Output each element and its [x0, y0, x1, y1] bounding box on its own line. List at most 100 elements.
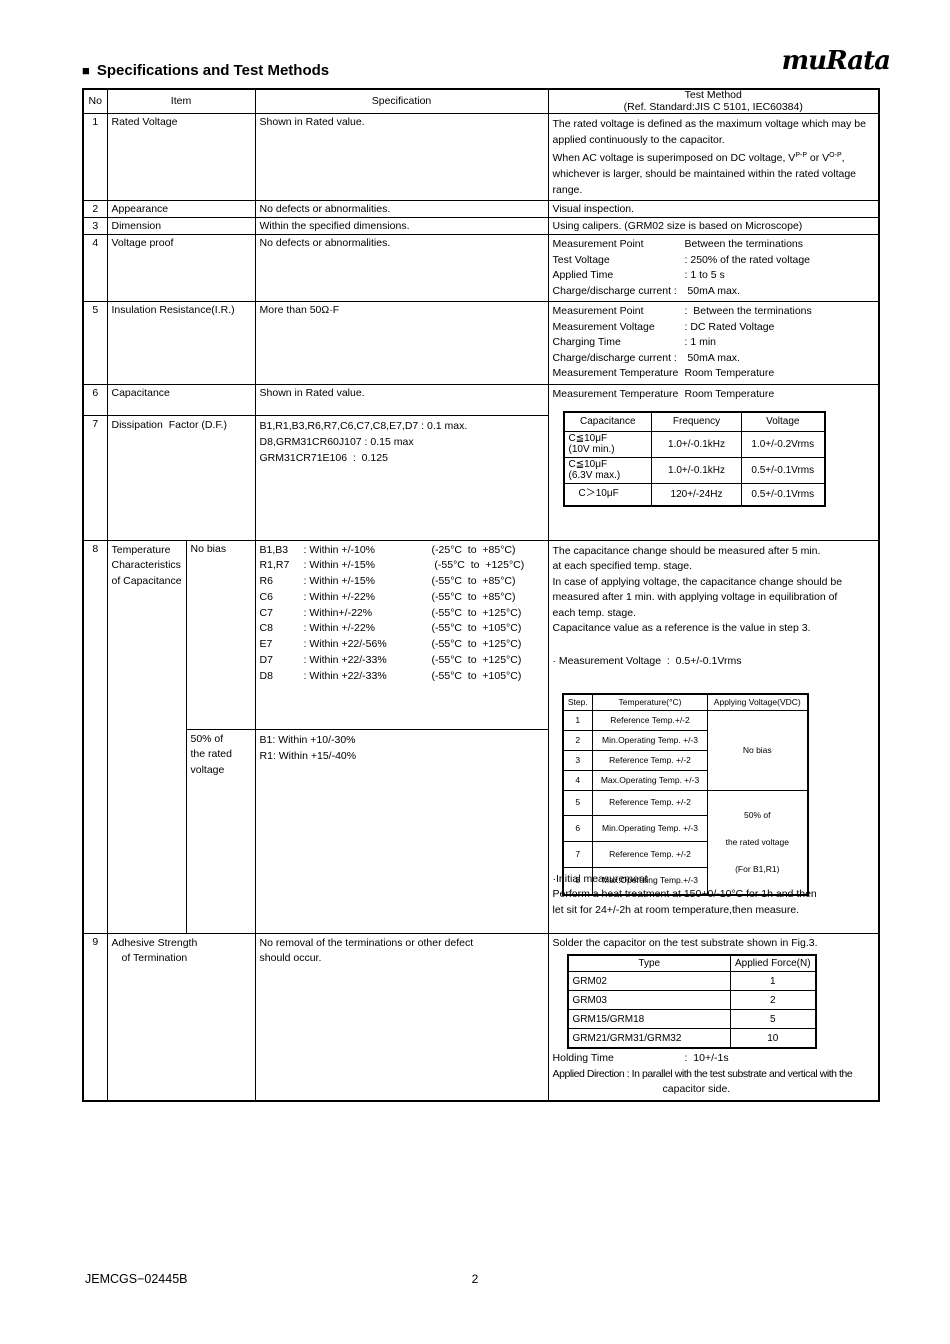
text-line: D8,GRM31CR60J107 : 0.15 max: [259, 435, 414, 448]
table-row: 5 Insulation Resistance(I.R.) More than …: [82, 301, 880, 385]
row9-no: 9: [82, 932, 108, 1101]
text-line: Temperature: [111, 543, 171, 556]
force-row: GRM21/GRM31/GRM32 10: [567, 1028, 817, 1049]
text-line: at each specified temp. stage.: [552, 560, 693, 572]
row5-test: Measurement Point: Between the terminati…: [547, 301, 880, 385]
df-col-voltage: Voltage: [741, 411, 826, 432]
document-code: JEMCGS−02445B: [85, 1272, 188, 1286]
df-cap-cell: C≦10μF (6.3V max.): [563, 457, 653, 484]
step-row: 1 Reference Temp.+/-2 No bias: [562, 709, 809, 791]
table-row: 9 Adhesive Strength of Termination No re…: [82, 932, 880, 1101]
text-line: ·Initial measurement: [552, 872, 648, 885]
step-row: 5 Reference Temp. +/-2 50% of the rated …: [562, 789, 809, 895]
test-condition-line: Measurement Temperature Room Temperature: [552, 367, 775, 379]
test-condition-line: Measurement Voltage: DC Rated Voltage: [552, 320, 775, 333]
force-table-header-row: Type Applied Force(N): [567, 954, 817, 972]
df-cap-cell: C＞10μF: [563, 483, 653, 506]
col-header-test: Test Method (Ref. Standard:JIS C 5101, I…: [547, 88, 880, 114]
section-bullet-icon: ■: [82, 63, 90, 78]
text-line: measured after 1 min. with applying volt…: [552, 591, 838, 603]
text-line: of Termination: [121, 952, 188, 964]
temp-spec-line: C7: Within+/-22% (-55°C to +125°C): [259, 606, 522, 619]
page-number: 2: [471, 1272, 479, 1286]
voltage-group-no-bias: No bias: [707, 709, 809, 791]
table-row: 2 Appearance No defects or abnormalities…: [82, 200, 880, 218]
applied-force-table: Type Applied Force(N) GRM02 1 GRM03 2 GRM1…: [566, 954, 817, 1049]
row8-test-paragraph: The capacitance change should be measure…: [553, 544, 843, 637]
step-col-step: Step.: [562, 693, 594, 711]
step-row: 8 Max.Operating Temp.+/-3: [562, 867, 808, 895]
df-freq-cell: 1.0+/-0.1kHz: [651, 457, 743, 484]
df-volt-cell: 0.5+/-0.1Vrms: [741, 457, 826, 484]
test-condition-line: Applied Time: 1 to 5 s: [552, 269, 725, 281]
row8-subitem-50pct: 50% of the rated voltage: [185, 728, 256, 934]
text-line: of Capacitance: [111, 574, 182, 587]
step-col-temperature: Temperature(°C): [592, 693, 709, 711]
text-line: The capacitance change should be measure…: [552, 544, 821, 557]
test-condition-line: Holding Time: 10+/-1s: [552, 1052, 729, 1064]
test-condition-line: Charging Time: 1 min: [552, 336, 717, 348]
force-row: GRM03 2: [567, 990, 817, 1010]
df-table-header-row: Capacitance Frequency Voltage: [563, 411, 826, 432]
table-row: 7 Dissipation Factor (D.F.) B1,R1,B3,R6,…: [82, 414, 879, 541]
row8-subitem-no-bias: No bias: [185, 539, 256, 730]
table-row: 6 Capacitance Shown in Rated value. Meas…: [82, 383, 880, 541]
row9-item: Adhesive Strength of Termination: [106, 932, 256, 1101]
table-row: 8 Temperature Characteristics of Capacit…: [82, 539, 880, 934]
df-volt-cell: 0.5+/-0.1Vrms: [741, 483, 826, 506]
murata-logo: muRata: [781, 46, 891, 76]
text-line: In case of applying voltage, the capacit…: [552, 575, 843, 588]
row6-item: Capacitance: [106, 383, 256, 416]
test-condition-line: Charge/discharge current : 50mA max.: [552, 351, 740, 364]
superscript: P-P: [795, 152, 807, 159]
test-condition-line: Charge/discharge current : 50mA max.: [552, 284, 740, 297]
row4-spec: No defects or abnormalities.: [254, 234, 549, 302]
df-table-row: C≦10μF (6.3V max.) 1.0+/-0.1kHz 0.5+/-0.1…: [563, 457, 826, 484]
row2-spec: No defects or abnormalities.: [254, 200, 549, 218]
row7-spec: B1,R1,B3,R6,R7,C6,C7,C8,E7,D7 : 0.1 max.…: [254, 414, 549, 541]
test-condition-line: Measurement Temperature Room Temperature: [552, 387, 775, 400]
row7-item: Dissipation Factor (D.F.): [106, 414, 256, 541]
test-method-header-line1: Test Method: [684, 89, 742, 101]
test-condition-line: Measurement Point Between the termination…: [552, 238, 803, 250]
force-col-force: Applied Force(N): [730, 954, 817, 972]
text-line: GRM31CR71E106 : 0.125: [259, 451, 388, 464]
row5-item: Insulation Resistance(I.R.): [106, 301, 256, 385]
step-table-header-row: Step. Temperature(°C) Applying Voltage(V…: [562, 693, 809, 711]
temp-spec-line: E7: Within +22/-56% (-55°C to +125°C): [259, 638, 522, 651]
text-line: Adhesive Strength: [111, 936, 198, 949]
row9-test: Solder the capacitor on the test substra…: [547, 932, 880, 1101]
temp-spec-line: C6: Within +/-22% (-55°C to +85°C): [259, 590, 516, 603]
test-method-header-line2: (Ref. Standard:JIS C 5101, IEC60384): [623, 100, 803, 113]
row8-spec-50pct: B1: Within +10/-30% R1: Within +15/-40%: [254, 728, 549, 934]
row8-item: Temperature Characteristics of Capacitan…: [106, 539, 187, 934]
row8-no: 8: [82, 539, 108, 934]
row3-test: Using calipers. (GRM02 size is based on …: [547, 217, 880, 235]
step-row: 4 Max.Operating Temp. +/-3: [562, 769, 808, 791]
temp-spec-line: D8: Within +22/-33% (-55°C to +105°C): [259, 669, 522, 682]
measurement-voltage-line: · Measurement Voltage : 0.5+/-0.1Vrms: [552, 654, 742, 667]
row1-no: 1: [82, 113, 108, 201]
row1-test: The rated voltage is defined as the maxi…: [547, 113, 880, 201]
row5-no: 5: [82, 301, 108, 385]
step-col-voltage: Applying Voltage(VDC): [707, 693, 809, 711]
table-row: 1 Rated Voltage Shown in Rated value. Th…: [82, 113, 880, 201]
test-condition-line: Test Voltage: 250% of the rated voltage: [552, 253, 811, 266]
temp-spec-line: R6: Within +/-15% (-55°C to +85°C): [259, 575, 516, 588]
row2-no: 2: [82, 200, 108, 218]
temp-spec-line: B1,B3: Within +/-10% (-25°C to +85°C): [259, 543, 516, 556]
row4-no: 4: [82, 234, 108, 302]
df-cap-cell: C≦10μF (10V min.): [563, 431, 653, 458]
row2-test: Visual inspection.: [547, 200, 880, 218]
step-row: 6 Min.Operating Temp. +/-3: [562, 815, 808, 843]
test-condition-line: Measurement Point: Between the terminati…: [552, 305, 812, 317]
text-line: range.: [552, 184, 583, 196]
text-line: No removal of the terminations or other …: [259, 936, 474, 949]
text-line: the rated: [190, 748, 232, 760]
col-header-spec: Specification: [254, 88, 549, 114]
col-header-item: Item: [106, 88, 256, 114]
page-title: ■ Specifications and Test Methods: [82, 62, 329, 79]
text-line: whichever is larger, should be maintaine…: [552, 168, 857, 180]
df-table-row: C＞10μF 120+/-24Hz 0.5+/-0.1Vrms: [563, 483, 826, 506]
